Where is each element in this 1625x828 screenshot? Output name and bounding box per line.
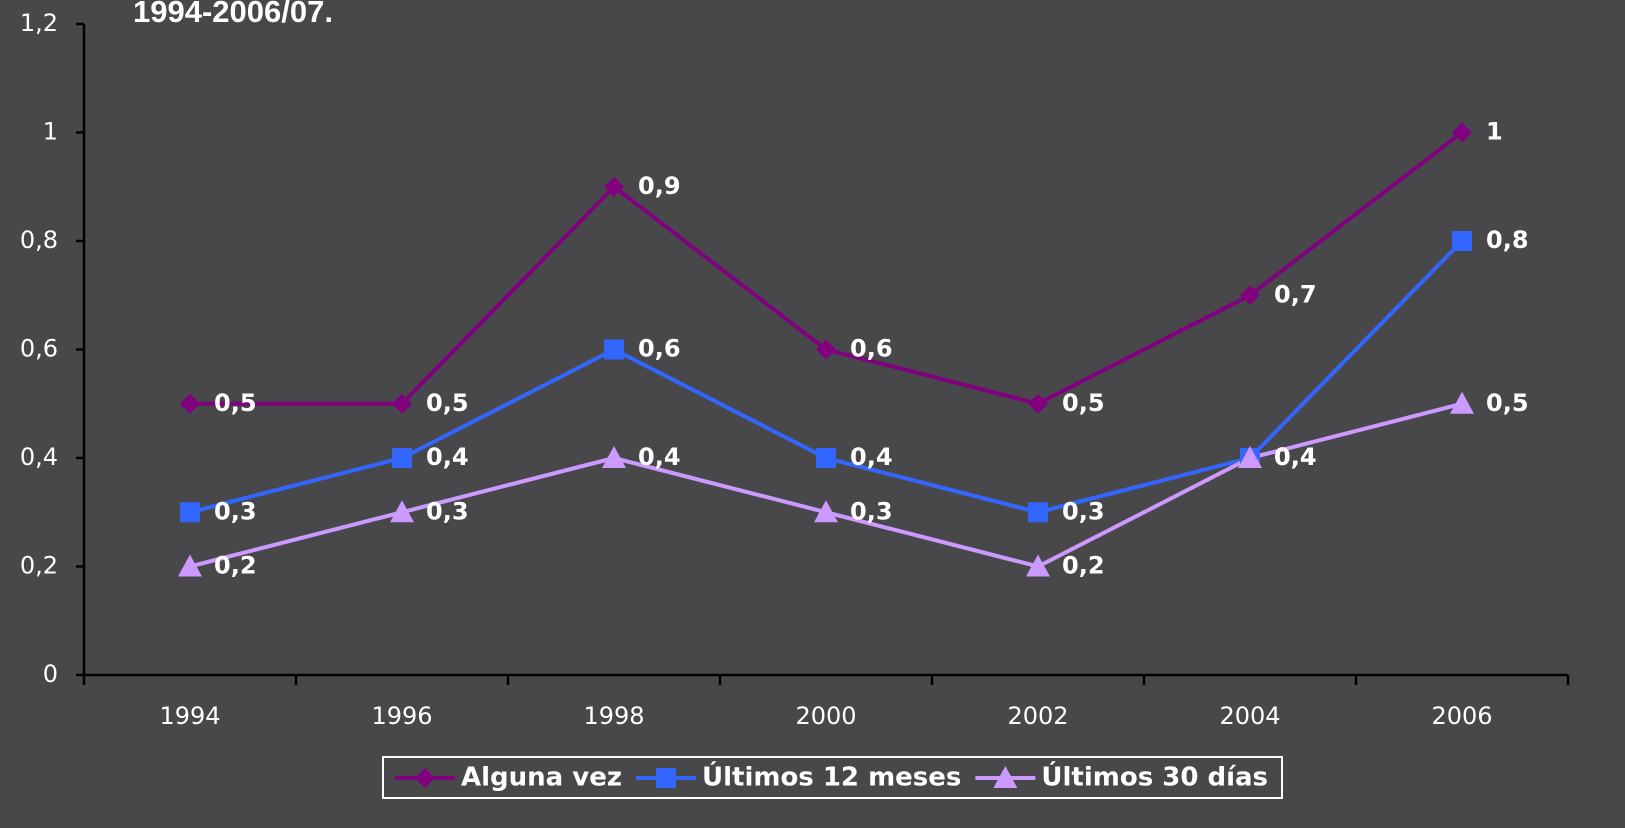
legend-label: Últimos 12 meses: [702, 761, 961, 793]
y-tick-label: 1,2: [20, 9, 58, 37]
data-label: 0,4: [1274, 443, 1317, 471]
marker-triangle: [1238, 446, 1262, 468]
marker-diamond: [1452, 122, 1472, 143]
marker-square: [1028, 502, 1048, 523]
data-label: 0,4: [1274, 443, 1317, 471]
marker-diamond: [816, 339, 836, 360]
series-line: [189, 401, 1463, 569]
data-label: 0,3: [1062, 497, 1105, 525]
data-label: 0,4: [638, 443, 681, 471]
series-line: [189, 239, 1464, 515]
marker-triangle: [602, 446, 626, 468]
data-label: 0,5: [1062, 389, 1105, 417]
x-tick-label: 2000: [795, 702, 856, 730]
data-label: 0,4: [850, 443, 893, 471]
data-label: 0,9: [638, 172, 681, 200]
data-label: 0,5: [1486, 389, 1529, 417]
data-label: 0,3: [850, 497, 893, 525]
data-label: 0,5: [426, 389, 469, 417]
marker-square: [392, 448, 412, 468]
data-label: 0,8: [1486, 226, 1529, 254]
y-tick-label: 0,2: [20, 552, 58, 580]
y-tick-label: 0,8: [20, 226, 58, 254]
legend-label: Últimos 30 días: [1041, 761, 1268, 793]
legend-label: Alguna vez: [461, 763, 622, 793]
marker-triangle: [1450, 391, 1474, 414]
marker-square: [180, 502, 200, 523]
data-label: 0,5: [214, 389, 257, 417]
data-label: 1: [1486, 118, 1503, 146]
legend-box: [382, 756, 1283, 799]
marker-diamond: [180, 393, 200, 414]
data-label: 0,2: [1062, 552, 1105, 580]
y-tick-label: 0,4: [20, 443, 58, 471]
x-tick-label: 1998: [583, 702, 644, 730]
data-label: 0,6: [638, 335, 681, 363]
y-tick-label: 0: [43, 660, 58, 688]
x-tick-label: 2002: [1007, 702, 1068, 730]
x-tick-label: 2004: [1219, 702, 1280, 730]
data-label: 0,3: [426, 497, 469, 525]
data-label: 0,7: [1274, 280, 1317, 308]
marker-diamond: [415, 768, 435, 788]
y-tick-label: 1: [43, 118, 58, 146]
y-tick-label: 0,6: [20, 335, 58, 363]
marker-triangle: [993, 766, 1018, 788]
marker-diamond: [1028, 393, 1048, 414]
marker-square: [816, 448, 836, 468]
marker-diamond: [392, 393, 412, 414]
marker-triangle: [390, 500, 414, 523]
marker-triangle: [178, 554, 202, 577]
x-tick-label: 1994: [159, 702, 220, 730]
data-label: 0,3: [214, 497, 257, 525]
marker-square: [1452, 231, 1472, 251]
data-label: 0,6: [850, 335, 893, 363]
data-label: 0,2: [214, 552, 257, 580]
x-tick-label: 1996: [371, 702, 432, 730]
chart-title: 1994-2006/07.: [133, 0, 333, 29]
marker-triangle: [1026, 554, 1050, 577]
marker-diamond: [1240, 285, 1260, 306]
legend: Alguna vez Últimos 12 meses Últimos 30 día…: [382, 756, 1283, 799]
marker-square: [655, 768, 676, 788]
marker-square: [604, 339, 624, 360]
data-label: 0,4: [426, 443, 469, 471]
marker-diamond: [604, 176, 624, 197]
series-line: [190, 130, 1464, 406]
x-tick-label: 2006: [1431, 702, 1492, 730]
marker-triangle: [814, 500, 838, 523]
